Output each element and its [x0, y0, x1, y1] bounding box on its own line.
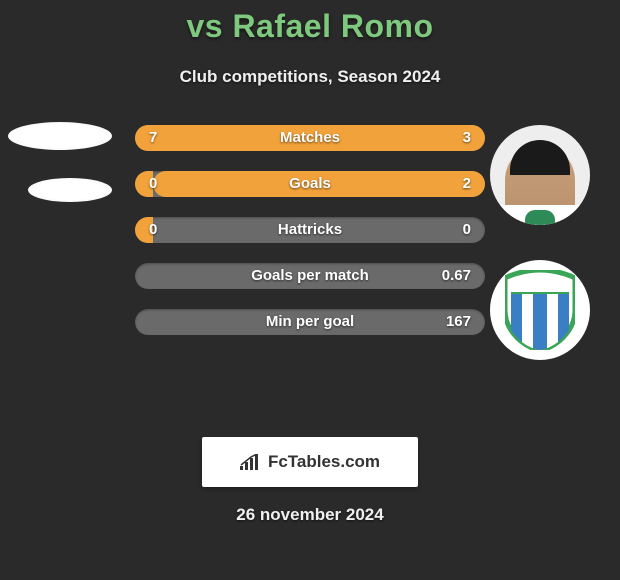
page-subtitle: Club competitions, Season 2024 [0, 67, 620, 87]
stat-row: 167Min per goal [135, 309, 485, 335]
player-right-avatar [490, 125, 590, 225]
stat-row: 73Matches [135, 125, 485, 151]
team-left-badge [28, 178, 112, 202]
player-left-avatar [8, 122, 112, 150]
stat-label: Hattricks [135, 217, 485, 243]
comparison-bars: 73Matches 02Goals 00Hattricks 0.67Goals per… [135, 125, 485, 355]
source-logo: FcTables.com [202, 437, 418, 487]
bars-icon [240, 454, 262, 470]
team-right-badge [490, 260, 590, 360]
page-title: vs Rafael Romo [0, 0, 620, 45]
comparison-card: vs Rafael Romo Club competitions, Season… [0, 0, 620, 580]
stat-row: 00Hattricks [135, 217, 485, 243]
stat-label: Goals [135, 171, 485, 197]
snapshot-date: 26 november 2024 [0, 505, 620, 525]
stat-label: Goals per match [135, 263, 485, 289]
avatar-collar [525, 210, 555, 225]
brand-text: FcTables.com [268, 452, 380, 472]
stat-label: Matches [135, 125, 485, 151]
shield-icon [505, 270, 575, 350]
stat-row: 02Goals [135, 171, 485, 197]
stat-label: Min per goal [135, 309, 485, 335]
stat-row: 0.67Goals per match [135, 263, 485, 289]
avatar-face [505, 145, 575, 225]
avatar-hair [510, 140, 570, 175]
